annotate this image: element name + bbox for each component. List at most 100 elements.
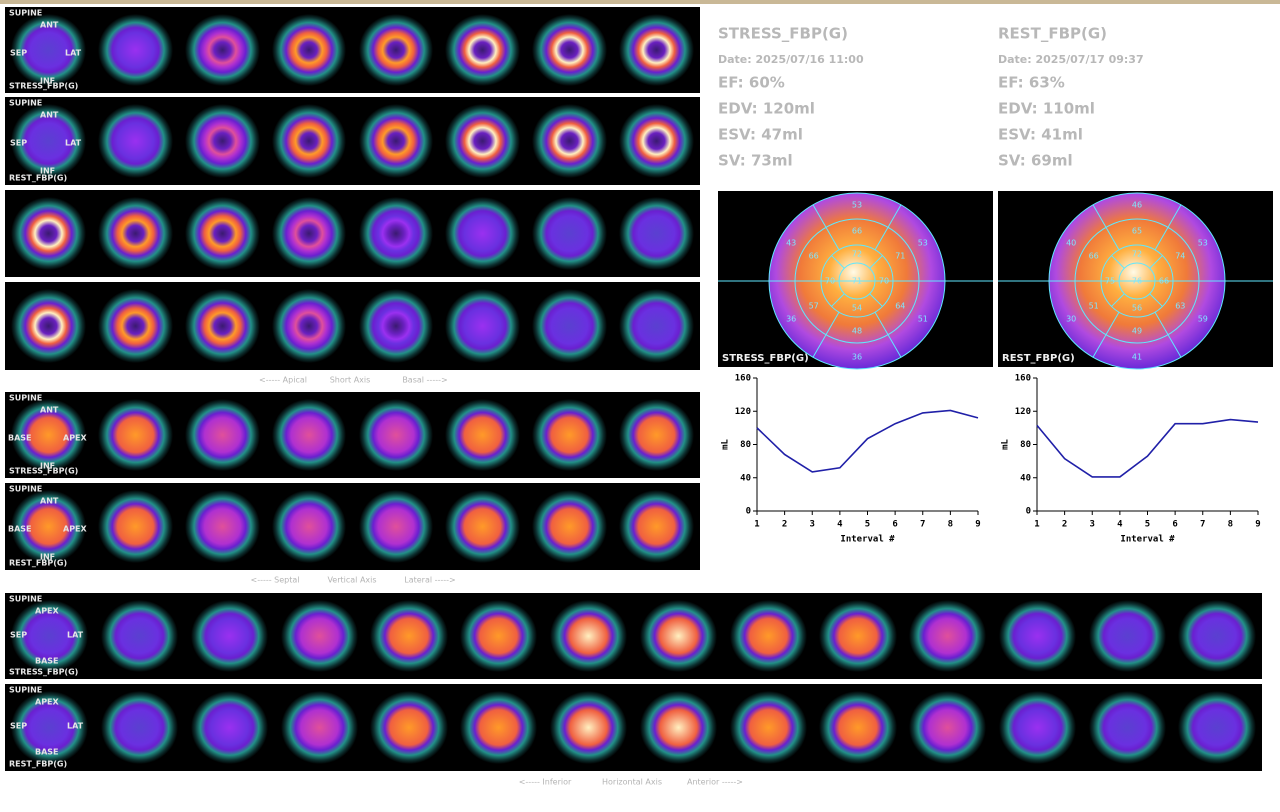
slice <box>271 289 347 363</box>
segment-line <box>1154 311 1182 358</box>
slice <box>1088 599 1166 673</box>
y-tick-label: 0 <box>1026 507 1031 517</box>
slice <box>184 398 260 472</box>
y-tick-label: 80 <box>1020 440 1031 450</box>
direction-label: INF <box>40 77 55 86</box>
segment-line <box>1092 311 1120 358</box>
direction-label: ANT <box>40 111 59 120</box>
slice <box>370 690 448 765</box>
segment-value: 36 <box>852 353 862 362</box>
slice <box>532 104 608 178</box>
slice <box>619 13 694 87</box>
orientation-label: SUPINE <box>9 9 42 18</box>
segment-value: 53 <box>1198 239 1208 248</box>
segment-value: 54 <box>852 304 862 313</box>
segment-value: 46 <box>1132 201 1142 210</box>
direction-label: SEP <box>10 722 27 731</box>
x-tick-label: 2 <box>782 520 787 530</box>
slice <box>532 398 608 472</box>
polar-map-label: STRESS_FBP(G) <box>722 353 809 364</box>
slice <box>460 690 538 765</box>
segment-line <box>869 255 883 269</box>
slice <box>1178 690 1256 765</box>
summary-date: Date: 2025/07/16 11:00 <box>718 53 864 66</box>
segment-value: 43 <box>786 239 796 248</box>
segment-value: 59 <box>1198 315 1208 324</box>
summary-value: SV: 73ml <box>718 152 793 170</box>
segment-line <box>1092 204 1120 251</box>
x-tick-label: 4 <box>837 520 843 530</box>
slice <box>445 489 521 564</box>
x-tick-label: 9 <box>975 520 980 530</box>
slice <box>184 104 260 178</box>
slice <box>619 489 694 564</box>
summary-value: ESV: 47ml <box>718 126 803 144</box>
segment-value: 57 <box>809 302 819 311</box>
summary-date: Date: 2025/07/17 09:37 <box>998 53 1144 66</box>
direction-label: ANT <box>40 497 59 506</box>
orientation-label: SUPINE <box>9 595 42 604</box>
series-label: REST_FBP(G) <box>9 174 67 183</box>
segment-line <box>1154 204 1182 251</box>
slice <box>358 13 434 87</box>
x-tick-label: 3 <box>810 520 815 530</box>
volume-line <box>1036 418 1259 478</box>
volume-line <box>756 409 979 473</box>
segment-value: 74 <box>1175 252 1185 261</box>
x-tick-label: 7 <box>1200 520 1205 530</box>
polar-map-label: REST_FBP(G) <box>1002 353 1075 364</box>
slice <box>445 104 521 178</box>
x-tick-label: 3 <box>1090 520 1095 530</box>
segment-value: 71 <box>895 252 905 261</box>
slice <box>549 599 628 673</box>
segment-value: 63 <box>1175 302 1185 311</box>
direction-label: LAT <box>65 139 82 148</box>
segment-value: 76 <box>1132 277 1142 286</box>
direction-label: ANT <box>40 21 59 30</box>
slice <box>445 196 521 271</box>
x-axis-label: Interval # <box>840 535 895 545</box>
slice <box>998 690 1077 765</box>
slice <box>639 690 717 765</box>
slice <box>101 690 179 765</box>
segment-value: 51 <box>918 315 928 324</box>
segment-value: 66 <box>852 227 862 236</box>
segment-value: 66 <box>1159 277 1169 286</box>
slice <box>998 599 1077 673</box>
slice <box>190 599 269 673</box>
slice <box>184 289 260 363</box>
slice <box>445 398 521 472</box>
axis-caption: Vertical Axis <box>327 576 376 585</box>
slice <box>532 196 608 271</box>
series-label: STRESS_FBP(G) <box>9 467 78 476</box>
y-tick-label: 40 <box>740 473 751 483</box>
y-tick-label: 120 <box>1015 407 1031 417</box>
slice <box>271 489 347 564</box>
slice <box>184 489 260 564</box>
segment-value: 41 <box>1132 353 1142 362</box>
slice <box>97 489 173 564</box>
y-axis-label: mL <box>1001 439 1011 450</box>
slice <box>729 690 807 765</box>
slice <box>460 599 538 673</box>
segment-value: 65 <box>1132 227 1142 236</box>
axis-caption: <----- Inferior <box>519 778 572 787</box>
slice <box>271 196 347 271</box>
slice <box>280 690 358 765</box>
slice <box>532 489 608 564</box>
slice <box>11 599 89 673</box>
slice <box>271 398 347 472</box>
summary-value: EF: 63% <box>998 74 1065 92</box>
orientation-label: SUPINE <box>9 485 42 494</box>
segment-value: 49 <box>1132 327 1142 336</box>
axis-caption: Anterior -----> <box>687 778 743 787</box>
segment-value: 66 <box>809 252 819 261</box>
direction-label: APEX <box>63 525 88 534</box>
x-tick-label: 7 <box>920 520 925 530</box>
slice <box>11 690 89 765</box>
segment-value: 51 <box>1089 302 1099 311</box>
slice <box>358 398 434 472</box>
segment-line <box>831 255 845 269</box>
